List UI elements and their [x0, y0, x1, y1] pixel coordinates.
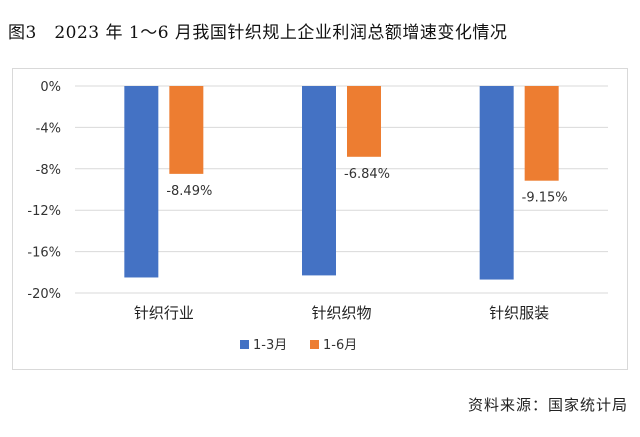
legend-label: 1-6月	[323, 338, 357, 353]
bar-q1	[124, 86, 159, 278]
y-tick-label: -8%	[36, 163, 61, 178]
y-tick-label: -12%	[27, 204, 61, 219]
legend-swatch	[240, 340, 249, 349]
bar-h1	[524, 86, 559, 181]
y-tick-label: -4%	[36, 121, 61, 136]
bar-q1	[479, 86, 514, 280]
y-tick-label: -20%	[27, 287, 61, 302]
source-note: 资料来源：国家统计局	[467, 396, 628, 414]
y-tick-label: -16%	[27, 246, 61, 261]
category-label: 针织服装	[489, 304, 549, 322]
chart-title: 图3 2023 年 1～6 月我国针织规上企业利润总额增速变化情况	[8, 23, 508, 43]
category-label: 针织织物	[311, 304, 371, 322]
chart-frame	[12, 68, 628, 370]
category-label: 针织行业	[134, 304, 194, 322]
bar-h1	[347, 86, 381, 157]
bar-q1	[302, 86, 336, 276]
data-label: -9.15%	[522, 191, 568, 206]
y-tick-label: 0%	[40, 80, 61, 95]
legend-swatch	[310, 340, 319, 349]
data-label: -6.84%	[344, 167, 390, 182]
data-label: -8.49%	[166, 184, 212, 199]
legend-label: 1-3月	[253, 338, 287, 353]
bar-h1	[169, 86, 204, 174]
